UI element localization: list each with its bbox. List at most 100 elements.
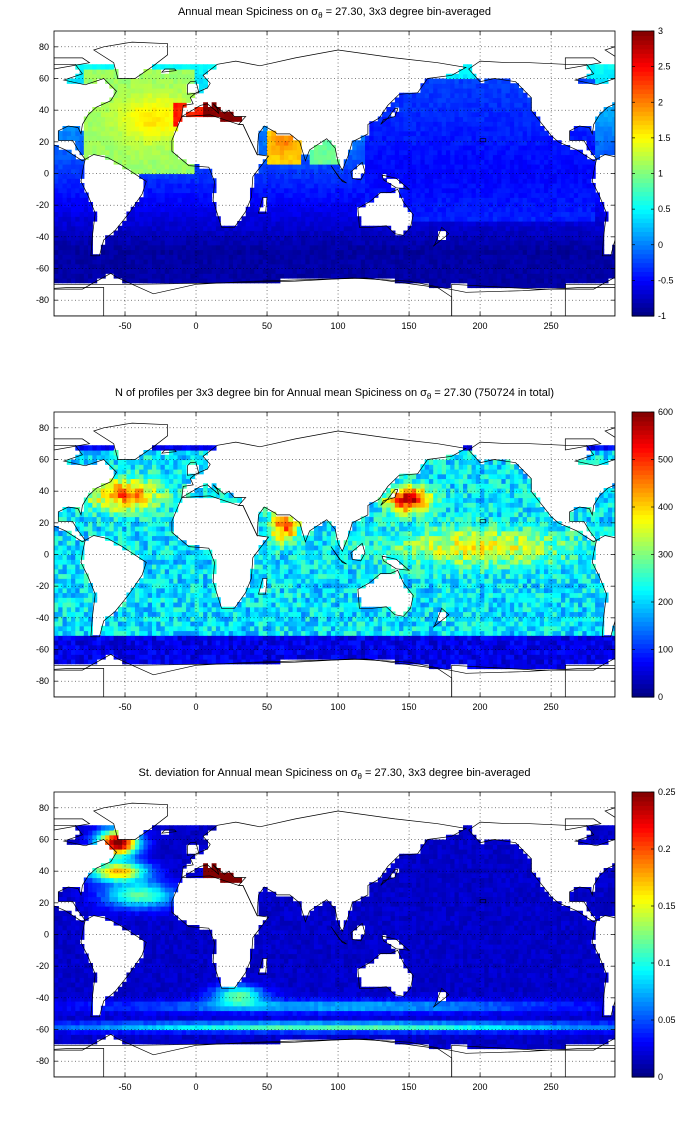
heatmap-cell xyxy=(165,98,170,103)
heatmap-cell xyxy=(101,150,106,155)
heatmap-cell xyxy=(408,155,413,160)
heatmap-cell xyxy=(58,559,63,564)
heatmap-cell xyxy=(318,150,323,155)
heatmap-cell xyxy=(518,183,523,188)
heatmap-cell xyxy=(327,164,332,169)
heatmap-cell xyxy=(382,155,387,160)
heatmap-cell xyxy=(284,155,289,160)
heatmap-cell xyxy=(122,79,127,84)
heatmap-cell xyxy=(280,212,285,217)
heatmap-cell xyxy=(122,245,127,250)
heatmap-cell xyxy=(540,131,545,136)
heatmap-cell xyxy=(75,202,80,207)
heatmap-cell xyxy=(416,136,421,141)
heatmap-cell xyxy=(599,250,604,255)
heatmap-cell xyxy=(267,197,272,202)
heatmap-cell xyxy=(378,164,383,169)
heatmap-cell xyxy=(58,607,63,612)
heatmap-cell xyxy=(480,140,485,145)
heatmap-cell xyxy=(88,498,93,503)
heatmap-cell xyxy=(361,245,366,250)
heatmap-cell xyxy=(570,131,575,136)
heatmap-cell xyxy=(548,202,553,207)
heatmap-cell xyxy=(548,231,553,236)
heatmap-cell xyxy=(165,126,170,131)
heatmap-cell xyxy=(497,264,502,269)
heatmap-cell xyxy=(531,140,536,145)
heatmap-cell xyxy=(450,269,455,274)
heatmap-cell xyxy=(246,264,251,269)
heatmap-cell xyxy=(84,231,89,236)
heatmap-cell xyxy=(386,245,391,250)
heatmap-cell xyxy=(463,159,468,164)
heatmap-cell xyxy=(553,164,558,169)
heatmap-cell xyxy=(497,216,502,221)
heatmap-cell xyxy=(412,155,417,160)
heatmap-cell xyxy=(493,212,498,217)
heatmap-cell xyxy=(518,155,523,160)
heatmap-cell xyxy=(365,159,370,164)
heatmap-cell xyxy=(250,259,255,264)
heatmap-cell xyxy=(84,245,89,250)
heatmap-cell xyxy=(186,197,191,202)
heatmap-cell xyxy=(246,226,251,231)
heatmap-cell xyxy=(131,107,136,112)
heatmap-cell xyxy=(352,202,357,207)
heatmap-cell xyxy=(229,259,234,264)
heatmap-cell xyxy=(544,140,549,145)
heatmap-cell xyxy=(557,240,562,245)
heatmap-cell xyxy=(195,259,200,264)
heatmap-cell xyxy=(58,169,63,174)
heatmap-cell xyxy=(599,140,604,145)
heatmap-cell xyxy=(156,235,161,240)
heatmap-cell xyxy=(212,226,217,231)
heatmap-cell xyxy=(437,112,442,117)
heatmap-cell xyxy=(531,126,536,131)
heatmap-cell xyxy=(220,259,225,264)
heatmap-cell xyxy=(220,273,225,278)
heatmap-cell xyxy=(109,136,114,141)
heatmap-cell xyxy=(224,240,229,245)
heatmap-cell xyxy=(122,631,127,636)
heatmap-cell xyxy=(442,126,447,131)
heatmap-cell xyxy=(131,654,136,659)
heatmap-cell xyxy=(182,212,187,217)
heatmap-cell xyxy=(71,235,76,240)
heatmap-cell xyxy=(212,273,217,278)
heatmap-cell xyxy=(429,88,434,93)
heatmap-cell xyxy=(472,202,477,207)
heatmap-cell xyxy=(348,235,353,240)
heatmap-cell xyxy=(220,269,225,274)
heatmap-cell xyxy=(442,212,447,217)
heatmap-cell xyxy=(276,269,281,274)
heatmap-cell xyxy=(587,264,592,269)
heatmap-cell xyxy=(259,188,264,193)
heatmap-cell xyxy=(553,197,558,202)
heatmap-cell xyxy=(425,202,430,207)
heatmap-cell xyxy=(335,178,340,183)
heatmap-cell xyxy=(156,136,161,141)
heatmap-cell xyxy=(84,216,89,221)
heatmap-cell xyxy=(527,207,532,212)
heatmap-cell xyxy=(186,250,191,255)
heatmap-cell xyxy=(455,188,460,193)
heatmap-cell xyxy=(109,121,114,126)
heatmap-cell xyxy=(118,621,123,626)
heatmap-cell xyxy=(131,245,136,250)
heatmap-cell xyxy=(71,269,76,274)
heatmap-cell xyxy=(305,226,310,231)
heatmap-cell xyxy=(455,226,460,231)
heatmap-cell xyxy=(165,259,170,264)
heatmap-cell xyxy=(399,136,404,141)
heatmap-cell xyxy=(67,264,72,269)
heatmap-cell xyxy=(467,278,472,283)
heatmap-cell xyxy=(148,254,153,259)
heatmap-cell xyxy=(109,650,114,655)
heatmap-cell xyxy=(156,207,161,212)
heatmap-cell xyxy=(173,155,178,160)
heatmap-cell xyxy=(54,254,59,259)
heatmap-cell xyxy=(599,69,604,74)
heatmap-cell xyxy=(455,197,460,202)
heatmap-cell xyxy=(378,254,383,259)
heatmap-cell xyxy=(161,159,166,164)
